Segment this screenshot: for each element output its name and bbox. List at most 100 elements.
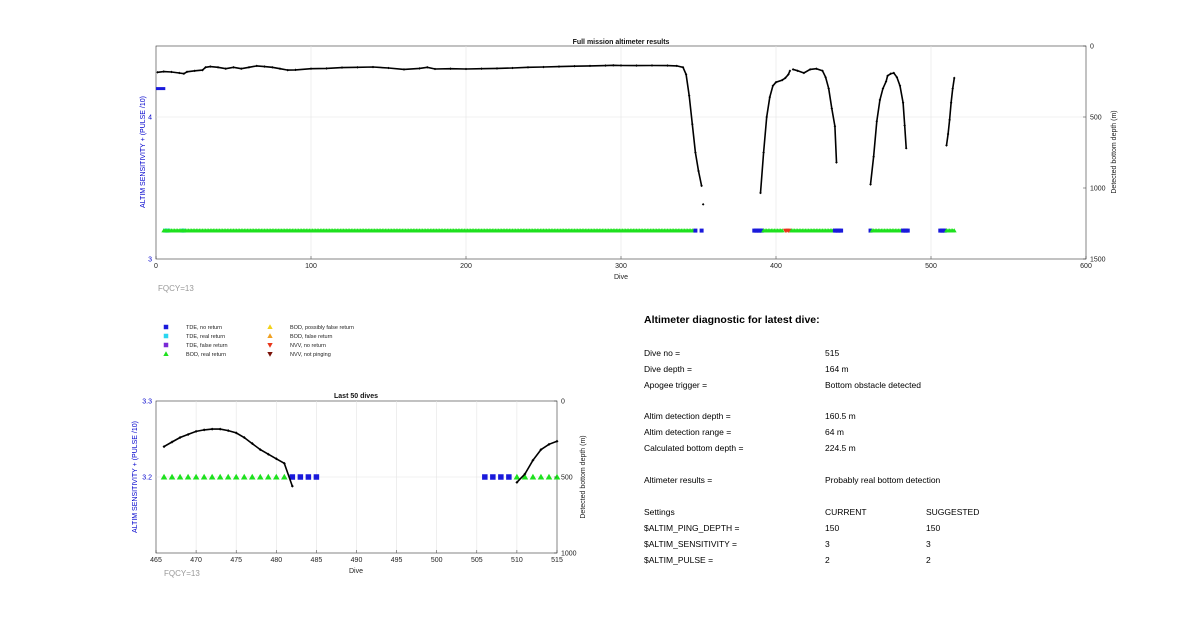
depth-point: [162, 70, 166, 73]
detect-range-label: Altim detection range =: [644, 427, 732, 437]
status-legend: TDE, no return BOD, possibly false return…: [163, 324, 354, 358]
depth-point: [948, 118, 951, 122]
depth-point: [156, 70, 159, 74]
depth-point: [694, 151, 697, 154]
x-tick-label: 500: [431, 557, 443, 564]
depth-point: [869, 183, 872, 186]
depth-point: [226, 429, 230, 433]
depth-line: [516, 440, 558, 483]
status-marker: [208, 473, 216, 480]
depth-point: [555, 439, 559, 443]
legend-marker: [163, 342, 169, 348]
results-value: Probably real bottom detection: [825, 475, 941, 485]
suggested-label: SUGGESTED: [926, 507, 980, 517]
status-marker: [305, 474, 312, 480]
full-mission-data: [156, 64, 957, 233]
depth-point: [904, 146, 908, 150]
depth-point: [309, 67, 313, 71]
y-right-tick-label: 1000: [561, 551, 577, 558]
last-50-dives-chart: 465 470 475 480 485 490 495 500 505 510 515 3.2 3.3 0…: [132, 393, 587, 578]
status-marker: [545, 473, 553, 480]
setting-current: 150: [825, 523, 840, 533]
status-marker: [273, 473, 280, 480]
last-50-ylabel-left: ALTIM SENSITIVITY + (PULSE /10): [132, 421, 139, 533]
depth-point: [697, 169, 700, 173]
depth-point: [286, 68, 290, 72]
status-marker: [289, 474, 296, 480]
depth-point: [701, 203, 705, 206]
legend-label: BOD, false return: [290, 334, 333, 340]
status-marker: [760, 228, 765, 233]
depth-point: [780, 78, 784, 82]
depth-point: [258, 448, 262, 452]
depth-point: [201, 68, 204, 72]
status-marker: [482, 474, 488, 480]
status-marker: [839, 228, 844, 233]
depth-line: [945, 77, 956, 146]
x-tick-label: 500: [925, 263, 937, 270]
depth-point: [762, 151, 765, 154]
full-mission-fqcy: FQCY=13: [158, 284, 194, 293]
status-marker: [942, 228, 947, 233]
depth-point: [821, 69, 824, 73]
depth-point: [282, 461, 286, 465]
depth-point: [796, 69, 799, 73]
calc-depth-label: Calculated bottom depth =: [644, 443, 744, 453]
depth-point: [635, 64, 638, 67]
setting-suggested: 3: [926, 539, 931, 549]
depth-point: [547, 442, 551, 446]
x-tick-label: 490: [351, 557, 363, 564]
depth-point: [186, 432, 190, 436]
y-right-tick-label: 0: [1090, 44, 1094, 51]
status-marker: [521, 473, 529, 480]
status-marker: [200, 473, 208, 480]
x-tick-label: 480: [270, 557, 282, 564]
legend-label: BOD, possibly false return: [290, 325, 354, 331]
depth-point: [433, 67, 437, 71]
legend-marker: [163, 333, 169, 339]
current-label: CURRENT: [825, 507, 867, 517]
status-marker: [490, 474, 496, 480]
depth-point: [218, 427, 222, 431]
depth-point: [946, 132, 950, 136]
depth-point: [539, 448, 543, 452]
depth-point: [573, 64, 576, 68]
depth-point: [387, 66, 390, 70]
depth-point: [290, 484, 294, 488]
depth-point: [824, 75, 827, 79]
depth-point: [224, 67, 228, 71]
status-marker: [905, 228, 910, 233]
depth-point: [208, 65, 212, 68]
depth-point: [774, 80, 778, 84]
depth-point: [903, 124, 906, 127]
x-tick-label: 465: [150, 557, 162, 564]
depth-point: [170, 440, 174, 444]
status-marker: [693, 228, 698, 233]
legend-label: TDE, no return: [186, 325, 222, 331]
x-tick-label: 200: [460, 263, 472, 270]
settings-label: Settings: [644, 507, 675, 517]
legend-label: TDE, false return: [186, 343, 228, 349]
depth-point: [202, 428, 206, 432]
dive-depth-label: Dive depth =: [644, 364, 692, 374]
depth-point: [402, 68, 406, 71]
status-marker: [176, 473, 184, 480]
depth-point: [178, 435, 182, 439]
depth-point: [687, 94, 691, 97]
status-marker: [506, 474, 512, 480]
status-marker: [240, 473, 248, 480]
apogee-label: Apogee trigger =: [644, 380, 708, 390]
depth-point: [700, 184, 703, 188]
depth-point: [185, 70, 189, 74]
y-right-tick-label: 1000: [1090, 186, 1106, 193]
depth-point: [210, 427, 214, 431]
full-mission-ylabel-left: ALTIM SENSITIVITY + (PULSE /10): [140, 96, 147, 208]
depth-point: [650, 64, 654, 67]
depth-point: [325, 67, 328, 70]
legend-marker: [267, 324, 273, 330]
depth-point: [177, 71, 181, 75]
full-mission-xlabel: Dive: [614, 274, 628, 281]
depth-point: [515, 480, 519, 484]
x-tick-label: 495: [391, 557, 403, 564]
